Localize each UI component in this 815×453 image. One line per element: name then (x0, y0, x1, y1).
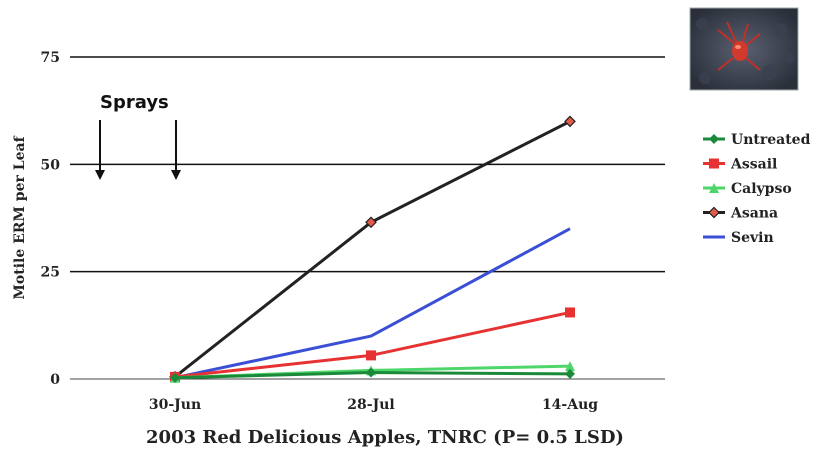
sprays-label: Sprays (100, 92, 169, 113)
data-point (565, 368, 575, 379)
series-untreated (170, 367, 575, 383)
gridlines (70, 56, 665, 380)
legend-item-calypso: Calypso (703, 181, 792, 197)
data-point (366, 367, 376, 378)
legend-item-untreated: Untreated (703, 132, 811, 148)
legend-item-assail: Assail (703, 157, 777, 173)
series-lines (169, 115, 576, 383)
x-tick-labels: 30-Jun 28-Jul 14-Aug (149, 397, 598, 413)
sprays-annotation: Sprays (95, 92, 181, 180)
data-point (365, 216, 377, 229)
series-line (174, 120, 571, 379)
legend-label: Sevin (731, 230, 774, 246)
legend-label: Untreated (731, 132, 811, 148)
legend-label: Assail (730, 157, 777, 173)
x-tick-label: 30-Jun (149, 397, 201, 413)
data-point (170, 372, 180, 383)
x-axis-title: 2003 Red Delicious Apples, TNRC (P= 0.5 … (146, 427, 624, 448)
legend-label: Asana (730, 206, 778, 222)
data-point (565, 361, 575, 372)
data-point (564, 115, 576, 128)
x-tick-label: 28-Jul (347, 397, 394, 413)
y-axis-title: Motile ERM per Leaf (12, 135, 28, 299)
legend-marker (708, 206, 720, 219)
series-line (174, 227, 571, 380)
legend-marker (709, 158, 719, 169)
y-tick-labels: 0 25 50 75 (41, 50, 61, 388)
y-tick-label: 25 (41, 265, 60, 281)
y-tick-label: 50 (41, 157, 61, 173)
mite-photo (689, 7, 799, 91)
data-point (565, 307, 575, 318)
spray-arrow-2 (171, 120, 181, 180)
y-tick-label: 75 (41, 50, 60, 66)
legend-marker (709, 183, 719, 193)
y-tick-label: 0 (50, 372, 60, 388)
legend-marker (709, 134, 719, 144)
series-asana (169, 115, 576, 383)
data-point (366, 350, 376, 361)
legend-item-sevin: Sevin (703, 230, 774, 246)
legend: Untreated Assail Calypso Asana Sevin (703, 132, 811, 246)
x-tick-label: 14-Aug (542, 397, 598, 413)
series-sevin (174, 227, 571, 380)
legend-item-asana: Asana (703, 206, 778, 222)
spray-arrow-1 (95, 120, 105, 180)
legend-label: Calypso (731, 181, 792, 197)
